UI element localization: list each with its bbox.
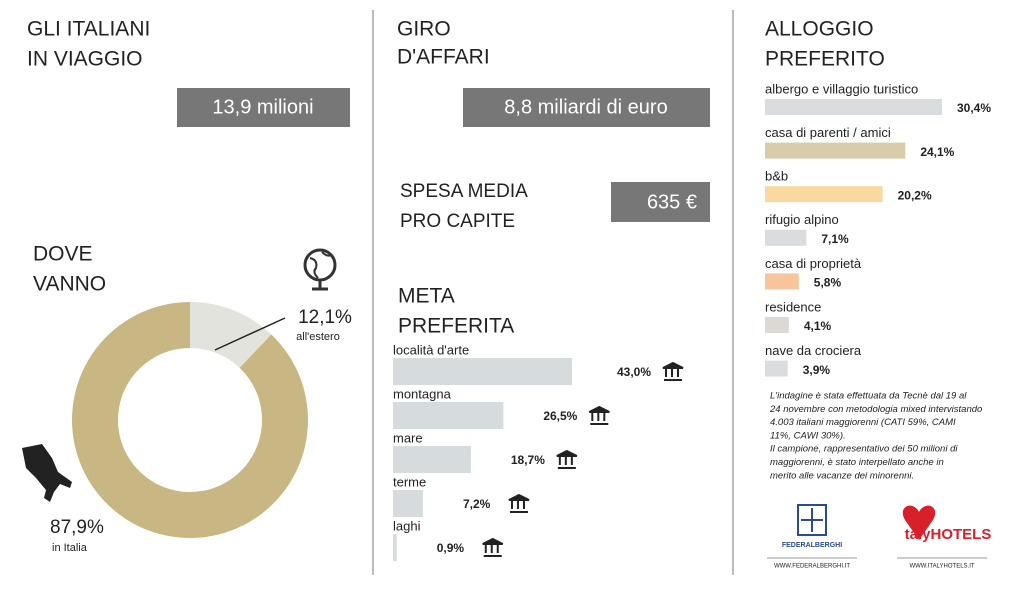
bar [765, 229, 807, 246]
value-label: 18,7% [511, 453, 545, 467]
note-line: 11%, CAWI 30%). [770, 430, 846, 441]
value: 8,8 miliardi di euro [504, 96, 667, 118]
value-label: 87,9% [50, 517, 104, 538]
category-label: residence [765, 299, 821, 314]
federalberghi-logo [797, 504, 827, 536]
bar [393, 490, 423, 517]
bar [765, 317, 789, 333]
category-label: laghi [393, 518, 421, 533]
chart-title: PREFERITA [398, 315, 514, 338]
value-label: 24,1% [920, 145, 954, 159]
value-box [177, 88, 350, 127]
value-label: 20,2% [898, 188, 932, 202]
heart-logo [902, 505, 936, 540]
globe-icon [303, 248, 337, 291]
bar [393, 402, 504, 429]
chart-title: VANNO [33, 273, 106, 296]
value-label: 30,4% [957, 101, 991, 115]
title: IN VIAGGIO [27, 48, 143, 71]
chart-title: PREFERITO [765, 48, 885, 71]
bar [765, 273, 799, 290]
category-label: in Italia [52, 542, 88, 554]
logo-name: talyHOTELS [905, 526, 992, 543]
value-label: 7,2% [463, 497, 491, 511]
value-label: 3,9% [803, 363, 831, 377]
italy-icon [22, 444, 72, 502]
note-line: 4.003 italiani maggiorenni (CATI 59%, CA… [770, 417, 956, 428]
bar [765, 360, 788, 377]
category-label: b&b [765, 169, 788, 184]
icon [662, 361, 684, 381]
chart-title: META [398, 285, 455, 308]
category-label: nave da crociera [765, 343, 862, 358]
chart-title: DOVE [33, 243, 93, 266]
category-label: rifugio alpino [765, 212, 839, 227]
value: 635 € [647, 191, 697, 213]
value-label: 26,5% [543, 409, 577, 423]
icon [588, 405, 610, 425]
title: D'AFFARI [397, 46, 490, 69]
category-label: terme [393, 474, 426, 489]
logo-url: WWW.FEDERALBERGHI.IT [774, 564, 850, 570]
title: GLI ITALIANI [27, 18, 150, 41]
value-box [611, 182, 710, 222]
title: SPESA MEDIA [400, 181, 528, 202]
value-label: 5,8% [814, 276, 842, 290]
value-box [463, 88, 710, 127]
icon [556, 449, 578, 469]
bar [765, 186, 883, 203]
bar [393, 358, 572, 385]
bar [393, 534, 397, 561]
category-label: casa di proprietà [765, 256, 862, 271]
bar [393, 446, 471, 473]
category-label: località d'arte [393, 342, 469, 357]
note-line: L'indagine è stata effettuata da Tecnè d… [770, 391, 967, 402]
note-line: 24 novembre con metodologia mixed interv… [769, 404, 982, 415]
logo-url: WWW.ITALYHOTELS.IT [909, 564, 974, 570]
value: 13,9 milioni [212, 96, 313, 118]
category-label: mare [393, 430, 423, 445]
chart-title: ALLOGGIO [765, 18, 874, 41]
title: PRO CAPITE [400, 211, 515, 232]
category-label: albergo e villaggio turistico [765, 81, 918, 96]
value-label: 7,1% [821, 232, 849, 246]
bar [765, 142, 906, 159]
category-label: montagna [393, 386, 452, 401]
category-label: all'estero [296, 331, 340, 343]
note-line: maggiorenni, è stato interpellato anche … [770, 457, 944, 468]
value-label: 4,1% [804, 319, 832, 333]
category-label: casa di parenti / amici [765, 125, 891, 140]
value-label: 12,1% [298, 307, 352, 328]
donut-slice [190, 302, 272, 368]
bar [765, 99, 942, 115]
value-label: 43,0% [617, 365, 651, 379]
note-line: Il campione, rappresentativo dei 50 mili… [770, 444, 958, 455]
icon [482, 537, 504, 557]
note-line: merito alle vacanze dei minorenni. [770, 470, 914, 481]
icon [508, 493, 530, 513]
title: GIRO [397, 18, 451, 41]
donut-slice [72, 302, 309, 538]
leader-line [214, 317, 286, 351]
value-label: 0,9% [437, 541, 465, 555]
logo-name: FEDERALBERGHI [782, 542, 842, 549]
